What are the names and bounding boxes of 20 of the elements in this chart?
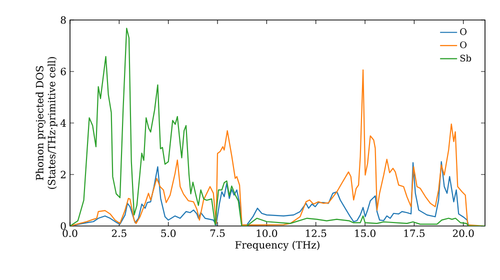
- y-axis-title: Phonon projected DOS (States/THz·primitive cell): [36, 57, 58, 189]
- x-tick-label: 5.0: [161, 230, 176, 238]
- x-tick-label: 7.5: [210, 230, 225, 237]
- x-tick-label: 12.5: [306, 230, 326, 238]
- legend-label: O: [460, 28, 466, 36]
- x-tick-label: 10.0: [256, 230, 278, 238]
- x-axis-title: Frequency (THz): [235, 240, 320, 251]
- y-tick-label: 8: [60, 16, 66, 24]
- x-tick-label: 15.0: [355, 230, 376, 238]
- legend-label: O: [460, 41, 466, 48]
- x-tick-label: 2.5: [112, 230, 126, 238]
- y-tick-label: 4: [60, 119, 66, 127]
- y-tick-label: 2: [60, 170, 66, 178]
- legend-label: Sb: [460, 54, 472, 62]
- line-series: [70, 28, 486, 226]
- x-tick-label: 17.5: [404, 230, 425, 238]
- x-tick-label: 20.0: [452, 230, 474, 238]
- x-tick-label: 0.0: [62, 230, 78, 238]
- y-tick-label: 0: [60, 222, 66, 230]
- y-tick-label: 6: [60, 68, 66, 76]
